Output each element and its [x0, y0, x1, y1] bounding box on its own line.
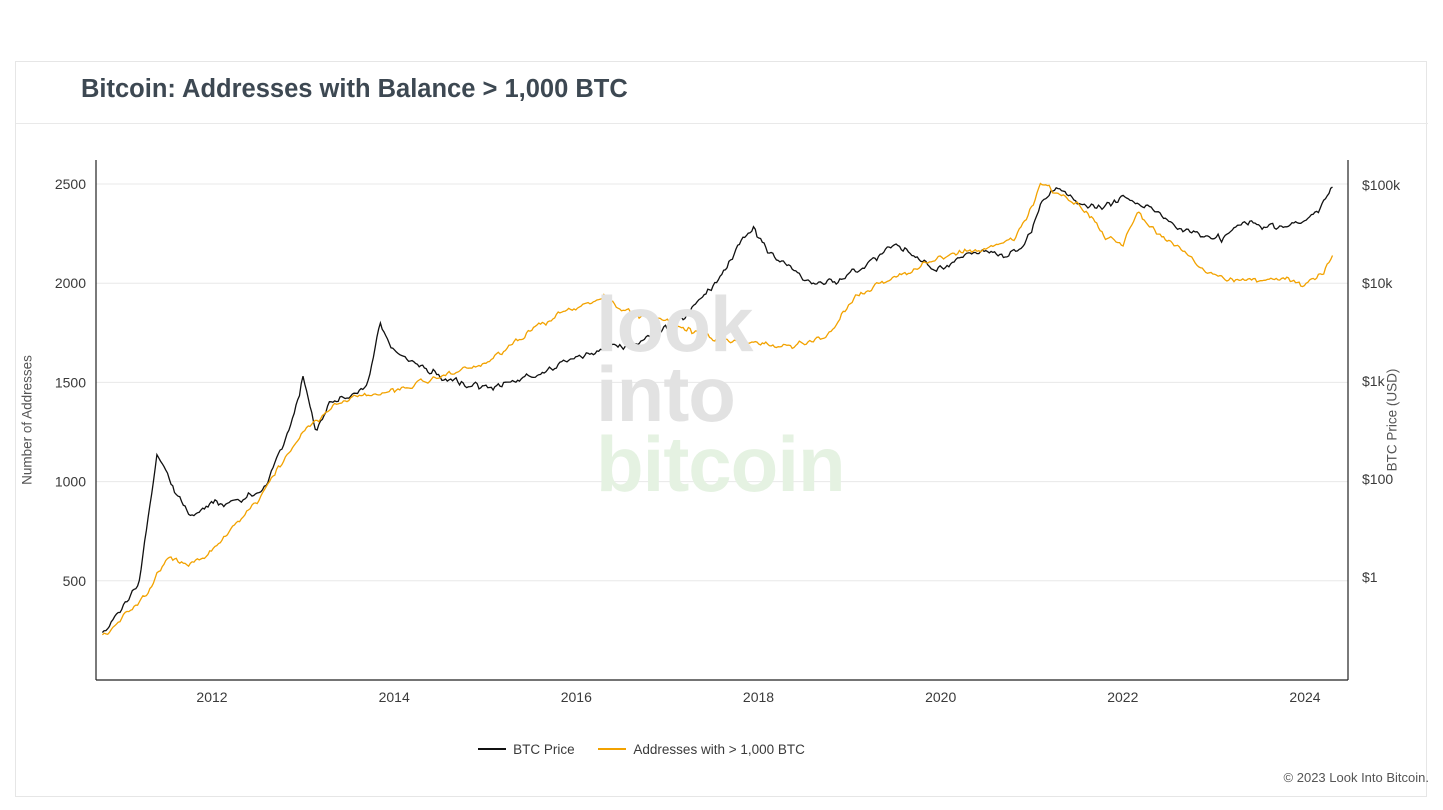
svg-text:1000: 1000	[55, 474, 86, 490]
svg-text:2016: 2016	[561, 689, 592, 705]
svg-text:$10k: $10k	[1362, 275, 1393, 291]
svg-text:2000: 2000	[55, 275, 86, 291]
svg-text:2014: 2014	[379, 689, 410, 705]
svg-text:500: 500	[63, 573, 87, 589]
svg-text:2500: 2500	[55, 176, 86, 192]
svg-text:2020: 2020	[925, 689, 956, 705]
svg-text:$1k: $1k	[1362, 373, 1386, 389]
svg-text:2012: 2012	[196, 689, 227, 705]
svg-text:$1: $1	[1362, 569, 1378, 585]
svg-text:1500: 1500	[55, 374, 86, 390]
svg-text:$100k: $100k	[1362, 177, 1401, 193]
svg-text:2024: 2024	[1289, 689, 1320, 705]
svg-text:$100: $100	[1362, 471, 1393, 487]
svg-text:2018: 2018	[743, 689, 774, 705]
svg-text:2022: 2022	[1107, 689, 1138, 705]
